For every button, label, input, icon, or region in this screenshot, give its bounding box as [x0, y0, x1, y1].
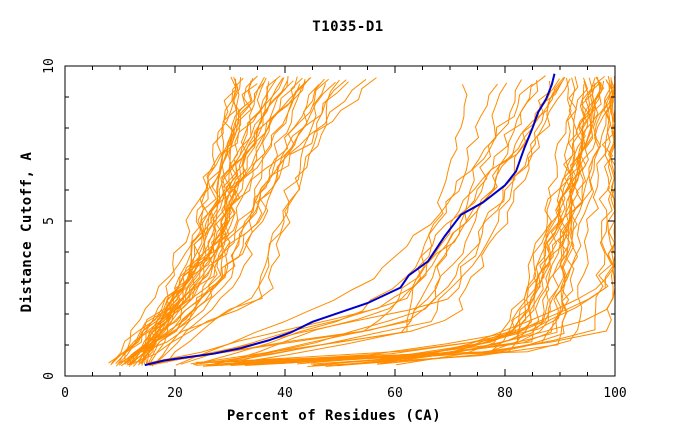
- model-series-line: [138, 77, 285, 364]
- model-series-line: [124, 83, 301, 364]
- model-series-line: [377, 77, 572, 365]
- y-axis-title: Distance Cutoff, A: [19, 152, 35, 313]
- model-series-line: [142, 80, 288, 365]
- model-series-line: [126, 76, 239, 364]
- model-series-line: [190, 84, 468, 365]
- model-series-line: [155, 78, 571, 364]
- model-series-line: [255, 77, 593, 364]
- x-tick-label: 80: [497, 386, 513, 401]
- model-series-line: [141, 77, 303, 363]
- model-series-line: [227, 80, 614, 366]
- model-series-line: [175, 83, 533, 366]
- model-series-line: [149, 76, 565, 366]
- model-series-line: [131, 77, 254, 366]
- model-series-line: [166, 83, 327, 363]
- model-series-line: [148, 75, 289, 365]
- model-series-line: [124, 78, 329, 365]
- model-series-line: [223, 76, 605, 365]
- model-series-line: [129, 82, 265, 366]
- model-series-line: [226, 83, 498, 363]
- model-series-line: [115, 83, 240, 367]
- model-series-line: [396, 77, 589, 366]
- x-tick-label: 0: [61, 386, 69, 401]
- model-series-line: [227, 75, 546, 366]
- y-tick-label: 5: [42, 217, 57, 225]
- model-series-line: [115, 77, 242, 364]
- model-series-line: [129, 76, 237, 367]
- model-series-line: [240, 76, 605, 366]
- model-series-line: [147, 76, 566, 364]
- model-series-line: [154, 78, 325, 365]
- chart-title: T1035-D1: [312, 19, 383, 35]
- x-tick-label: 60: [387, 386, 403, 401]
- model-series-line: [251, 84, 611, 365]
- model-series-line: [213, 76, 579, 363]
- model-series-line: [337, 80, 605, 367]
- model-series-line: [180, 78, 560, 365]
- model-series-line: [117, 79, 347, 365]
- model-series-line: [146, 84, 320, 363]
- model-series-line: [307, 84, 585, 367]
- model-series-line: [279, 84, 614, 365]
- axis-ticks: 0 20 40 60 80 100 0 5 10: [42, 58, 627, 401]
- model-series-line: [151, 81, 336, 367]
- model-series-line: [199, 81, 563, 365]
- y-tick-label: 10: [42, 58, 57, 74]
- model-series-line: [213, 82, 508, 365]
- x-tick-label: 100: [603, 386, 626, 401]
- model-series-line: [147, 80, 539, 365]
- model-series-line: [112, 77, 267, 363]
- model-series-line: [117, 76, 312, 364]
- model-series-line: [380, 79, 616, 363]
- model-series-line: [108, 77, 284, 364]
- model-series-line: [141, 83, 258, 366]
- x-axis-title: Percent of Residues (CA): [227, 408, 441, 424]
- model-series-line: [138, 76, 298, 363]
- x-tick-label: 40: [277, 386, 293, 401]
- model-series-line: [271, 77, 596, 365]
- highlight-series-line: [144, 73, 556, 367]
- model-series-line: [127, 78, 278, 366]
- x-tick-label: 20: [167, 386, 183, 401]
- model-series-line: [244, 77, 576, 366]
- model-series-line: [127, 78, 306, 366]
- plot-lines: [108, 73, 616, 367]
- model-series-line: [201, 75, 612, 364]
- model-series-line: [111, 78, 237, 364]
- model-series-line: [110, 76, 265, 366]
- model-series-line: [207, 76, 602, 366]
- y-tick-label: 0: [42, 372, 57, 380]
- model-series-line: [133, 80, 294, 365]
